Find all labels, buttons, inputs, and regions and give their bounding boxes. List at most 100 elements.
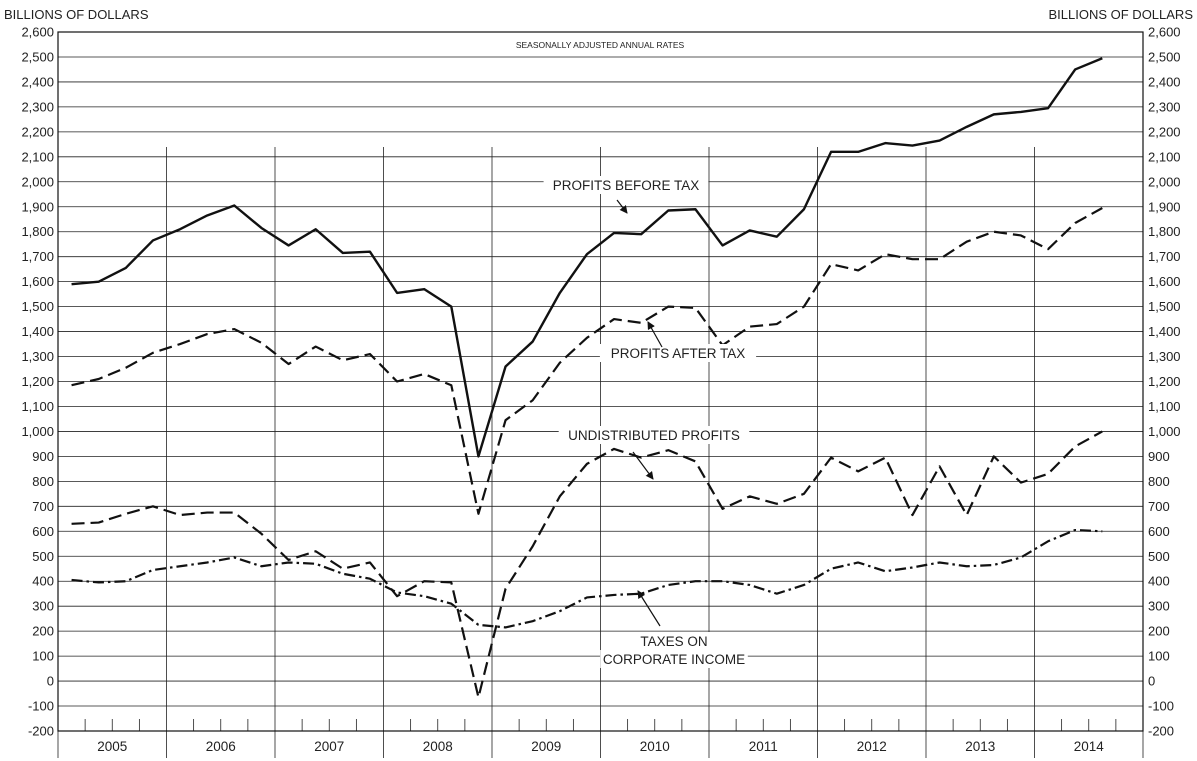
y-tick-label-left: 1,100 xyxy=(21,399,54,414)
x-tick-label-year: 2010 xyxy=(640,739,670,754)
y-tick-label-right: 2,300 xyxy=(1148,99,1181,114)
y-tick-label-right: 1,900 xyxy=(1148,199,1181,214)
y-tick-label-right: 2,600 xyxy=(1148,25,1181,40)
y-tick-label-left: 600 xyxy=(32,524,54,539)
annotation-1: PROFITS AFTER TAX xyxy=(599,321,757,362)
annotation-label: PROFITS BEFORE TAX xyxy=(553,178,700,193)
y-tick-label-right: 0 xyxy=(1148,674,1155,689)
axis-ticks: -200 -200 -100 -100 0 0 100 100 200 200 300 300 400 4… xyxy=(21,25,1181,758)
y-tick-label-left: 1,800 xyxy=(21,224,54,239)
x-tick-label-year: 2006 xyxy=(206,739,236,754)
annotation-bg xyxy=(599,344,757,362)
y-tick-label-right: 1,500 xyxy=(1148,299,1181,314)
y-tick-label-right: 1,100 xyxy=(1148,399,1181,414)
y-tick-label-right: 1,600 xyxy=(1148,274,1181,289)
y-tick-label-left: 2,000 xyxy=(21,174,54,189)
annotation-arrow xyxy=(616,199,628,214)
right-axis-label: BILLIONS OF DOLLARS xyxy=(1049,7,1194,22)
series-line-3 xyxy=(71,528,1103,629)
annotation-bg xyxy=(558,426,750,444)
y-tick-label-left: 300 xyxy=(32,599,54,614)
y-tick-label-left: 500 xyxy=(32,549,54,564)
y-tick-label-left: -100 xyxy=(28,699,54,714)
x-tick-label-year: 2009 xyxy=(531,739,561,754)
chart-note: SEASONALLY ADJUSTED ANNUAL RATES xyxy=(516,40,685,50)
series-line-0 xyxy=(71,57,1103,458)
y-tick-label-left: 1,600 xyxy=(21,274,54,289)
annotation-label: CORPORATE INCOME xyxy=(603,652,745,667)
annotation-2: UNDISTRIBUTED PROFITS xyxy=(558,426,750,480)
series-line-1 xyxy=(71,207,1103,515)
y-tick-label-left: 2,100 xyxy=(21,149,54,164)
annotation-arrow xyxy=(647,321,663,348)
y-tick-label-right: 200 xyxy=(1148,624,1170,639)
annotation-arrow xyxy=(637,590,661,627)
y-tick-label-right: 100 xyxy=(1148,649,1170,664)
y-tick-label-right: 400 xyxy=(1148,574,1170,589)
y-tick-label-right: 600 xyxy=(1148,524,1170,539)
x-tick-label-year: 2013 xyxy=(965,739,995,754)
left-axis-label: BILLIONS OF DOLLARS xyxy=(4,7,149,22)
annotation-bg xyxy=(600,650,748,668)
annotation-3: TAXES ON CORPORATE INCOME xyxy=(600,590,748,668)
x-tick-label-year: 2011 xyxy=(749,739,778,754)
y-tick-label-right: -200 xyxy=(1148,724,1174,739)
y-tick-label-left: 1,700 xyxy=(21,249,54,264)
y-tick-label-left: 2,600 xyxy=(21,25,54,40)
y-tick-label-right: 1,800 xyxy=(1148,224,1181,239)
data-series xyxy=(71,57,1103,699)
y-tick-label-left: 2,400 xyxy=(21,74,54,89)
annotations: PROFITS BEFORE TAX PROFITS AFTER TAX UNDIS… xyxy=(543,176,757,668)
y-tick-label-right: 500 xyxy=(1148,549,1170,564)
y-tick-label-right: 2,100 xyxy=(1148,149,1181,164)
y-tick-label-left: 900 xyxy=(32,449,54,464)
series-line-2 xyxy=(71,430,1103,699)
annotation-0: PROFITS BEFORE TAX xyxy=(543,176,709,214)
y-tick-label-left: 2,200 xyxy=(21,124,54,139)
x-tick-label-year: 2007 xyxy=(314,739,344,754)
y-tick-label-right: 2,400 xyxy=(1148,74,1181,89)
x-tick-label-year: 2005 xyxy=(97,739,127,754)
y-tick-label-right: -100 xyxy=(1148,699,1174,714)
y-tick-label-left: 1,000 xyxy=(21,424,54,439)
annotation-label: PROFITS AFTER TAX xyxy=(611,346,746,361)
y-tick-label-left: 1,400 xyxy=(21,324,54,339)
annotation-arrow xyxy=(632,451,654,480)
y-tick-label-right: 2,500 xyxy=(1148,49,1181,64)
y-tick-label-right: 1,400 xyxy=(1148,324,1181,339)
y-tick-label-right: 1,200 xyxy=(1148,374,1181,389)
y-tick-label-right: 800 xyxy=(1148,474,1170,489)
x-tick-label-year: 2008 xyxy=(423,739,453,754)
y-tick-label-left: 0 xyxy=(47,674,54,689)
y-tick-label-left: 2,500 xyxy=(21,49,54,64)
y-tick-label-left: 1,200 xyxy=(21,374,54,389)
y-tick-label-right: 2,000 xyxy=(1148,174,1181,189)
y-tick-label-right: 2,200 xyxy=(1148,124,1181,139)
y-tick-label-left: 2,300 xyxy=(21,99,54,114)
gridlines xyxy=(58,56,1143,731)
y-tick-label-right: 1,300 xyxy=(1148,349,1181,364)
y-tick-label-left: -200 xyxy=(28,724,54,739)
y-tick-label-left: 1,300 xyxy=(21,349,54,364)
y-tick-label-right: 900 xyxy=(1148,449,1170,464)
x-tick-label-year: 2014 xyxy=(1074,739,1105,754)
annotation-bg xyxy=(543,176,709,194)
y-tick-label-left: 400 xyxy=(32,574,54,589)
y-tick-label-right: 700 xyxy=(1148,499,1170,514)
plot-frame xyxy=(57,31,1144,732)
y-tick-label-right: 300 xyxy=(1148,599,1170,614)
y-tick-label-left: 1,900 xyxy=(21,199,54,214)
annotation-label: TAXES ON xyxy=(640,634,707,649)
y-tick-label-left: 100 xyxy=(32,649,54,664)
annotation-label: UNDISTRIBUTED PROFITS xyxy=(568,428,740,443)
y-tick-label-left: 800 xyxy=(32,474,54,489)
annotation-bg xyxy=(634,632,714,650)
x-tick-label-year: 2012 xyxy=(857,739,887,754)
y-tick-label-right: 1,000 xyxy=(1148,424,1181,439)
y-tick-label-right: 1,700 xyxy=(1148,249,1181,264)
y-tick-label-left: 200 xyxy=(32,624,54,639)
y-tick-label-left: 700 xyxy=(32,499,54,514)
y-tick-label-left: 1,500 xyxy=(21,299,54,314)
